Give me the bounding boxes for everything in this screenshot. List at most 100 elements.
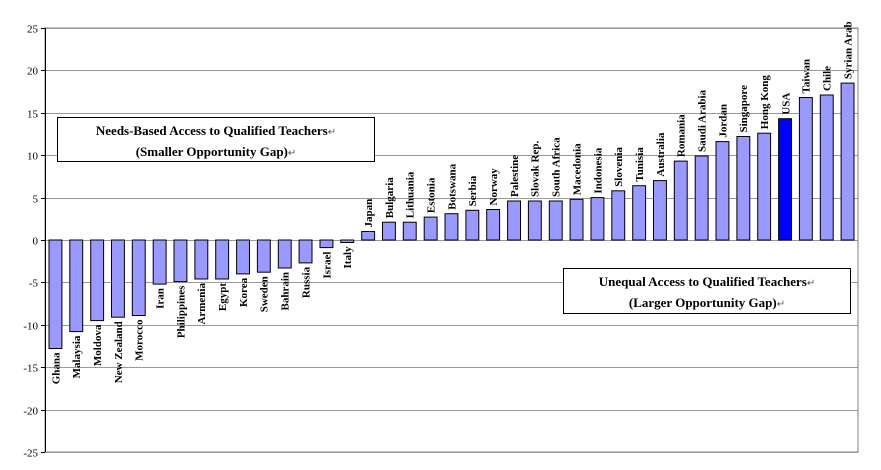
bar xyxy=(548,200,563,241)
bar xyxy=(778,118,792,241)
category-label: Australia xyxy=(655,132,667,177)
annotation-unequal: Unequal Access to Qualified Teachers↵ (L… xyxy=(563,268,851,314)
category-label: Hong Kong xyxy=(759,75,771,130)
bar xyxy=(507,200,522,241)
annotation-line: Unequal Access to Qualified Teachers xyxy=(598,274,807,289)
bar xyxy=(152,239,167,285)
gridlines xyxy=(45,28,858,453)
bar xyxy=(611,190,626,241)
category-label: Estonia xyxy=(426,177,438,213)
y-tick-label: 0 xyxy=(33,236,39,248)
y-tick-label: 25 xyxy=(27,24,39,36)
category-label: South Africa xyxy=(551,137,563,197)
category-label: Philippines xyxy=(175,285,187,338)
annotation-line: Needs-Based Access to Qualified Teachers xyxy=(95,123,328,138)
y-tick-label: 15 xyxy=(27,109,39,121)
bar xyxy=(256,239,271,273)
category-label: Saudi Arabia xyxy=(697,89,709,152)
y-tick-label: -20 xyxy=(23,406,38,418)
bar xyxy=(194,239,209,280)
paragraph-mark: ↵ xyxy=(806,278,816,289)
bar xyxy=(673,160,688,241)
y-tick-label: 20 xyxy=(27,66,39,78)
y-tick-label: -10 xyxy=(23,321,38,333)
category-label: Botswana xyxy=(446,163,458,209)
category-label: Romania xyxy=(676,114,688,157)
y-tick-label: -5 xyxy=(29,278,39,290)
category-label: Indonesia xyxy=(592,147,604,193)
bar xyxy=(632,185,647,241)
category-label: Morocco xyxy=(134,319,146,361)
y-tick-label: -25 xyxy=(23,448,38,460)
category-label: New Zealand xyxy=(113,321,125,383)
bar xyxy=(736,136,751,241)
category-label: Bahrain xyxy=(280,272,292,311)
category-label: Egypt xyxy=(217,283,229,311)
annotation-line: (Larger Opportunity Gap) xyxy=(628,295,777,310)
annotation-line: (Smaller Opportunity Gap) xyxy=(135,144,288,159)
bar xyxy=(486,209,501,241)
bar xyxy=(590,197,605,241)
category-label: Malaysia xyxy=(71,335,83,378)
category-label: Bulgaria xyxy=(384,177,396,218)
category-label: Russia xyxy=(300,266,312,298)
bar xyxy=(236,239,251,275)
bar xyxy=(173,239,188,283)
bar xyxy=(465,209,480,241)
category-label: Slovak Rep. xyxy=(530,141,542,197)
category-label: Palestine xyxy=(509,155,521,197)
bar xyxy=(569,198,584,241)
y-tick-label: -15 xyxy=(23,363,38,375)
category-label: Singapore xyxy=(738,85,750,133)
category-label: Tunisia xyxy=(634,147,646,182)
bar xyxy=(423,216,438,241)
bar xyxy=(444,213,459,241)
category-label: Armenia xyxy=(196,283,208,325)
category-label: Syrian Arab xyxy=(842,21,854,79)
category-label: Taiwan xyxy=(801,59,813,93)
category-label: Chile xyxy=(822,66,834,91)
bar xyxy=(527,200,542,241)
category-label: Norway xyxy=(488,168,500,206)
bar xyxy=(340,239,355,243)
y-tick-label: 10 xyxy=(27,151,39,163)
category-label: Korea xyxy=(238,277,250,307)
category-label: Lithuania xyxy=(405,171,417,218)
category-label: Jordan xyxy=(717,104,729,138)
category-label: Japan xyxy=(363,199,375,228)
category-label: Slovenia xyxy=(613,147,625,187)
bars xyxy=(48,82,855,349)
bar xyxy=(653,180,667,241)
category-label: Israel xyxy=(321,252,333,279)
bar xyxy=(277,239,292,269)
bar xyxy=(298,239,313,264)
annotation-needs-based: Needs-Based Access to Qualified Teachers… xyxy=(57,117,375,162)
bar xyxy=(69,239,84,333)
bar xyxy=(402,221,417,241)
bar xyxy=(798,97,813,241)
category-label: Serbia xyxy=(467,175,479,206)
bar xyxy=(819,94,834,241)
paragraph-mark: ↵ xyxy=(287,148,297,159)
paragraph-mark: ↵ xyxy=(327,127,337,138)
category-label: USA xyxy=(781,93,793,115)
bar xyxy=(215,239,230,280)
category-label: Sweden xyxy=(259,276,271,312)
paragraph-mark: ↵ xyxy=(776,299,786,310)
category-label: Macedonia xyxy=(571,143,583,195)
bar xyxy=(694,155,709,241)
bar xyxy=(382,221,396,241)
category-label: Italy xyxy=(342,246,354,269)
bar xyxy=(48,239,63,349)
bar xyxy=(757,132,772,241)
bar xyxy=(90,239,105,322)
category-label: Ghana xyxy=(50,352,62,384)
bar xyxy=(715,141,730,241)
category-label: Iran xyxy=(155,288,167,309)
y-axis: -25 -20 -15 -10 -5 0 5 10 15 20 25 xyxy=(23,24,46,460)
bar xyxy=(319,239,334,249)
bar xyxy=(361,231,376,241)
category-labels: Ghana Malaysia Moldova New Zealand Morocco Ir… xyxy=(50,21,854,384)
bar xyxy=(840,82,855,241)
